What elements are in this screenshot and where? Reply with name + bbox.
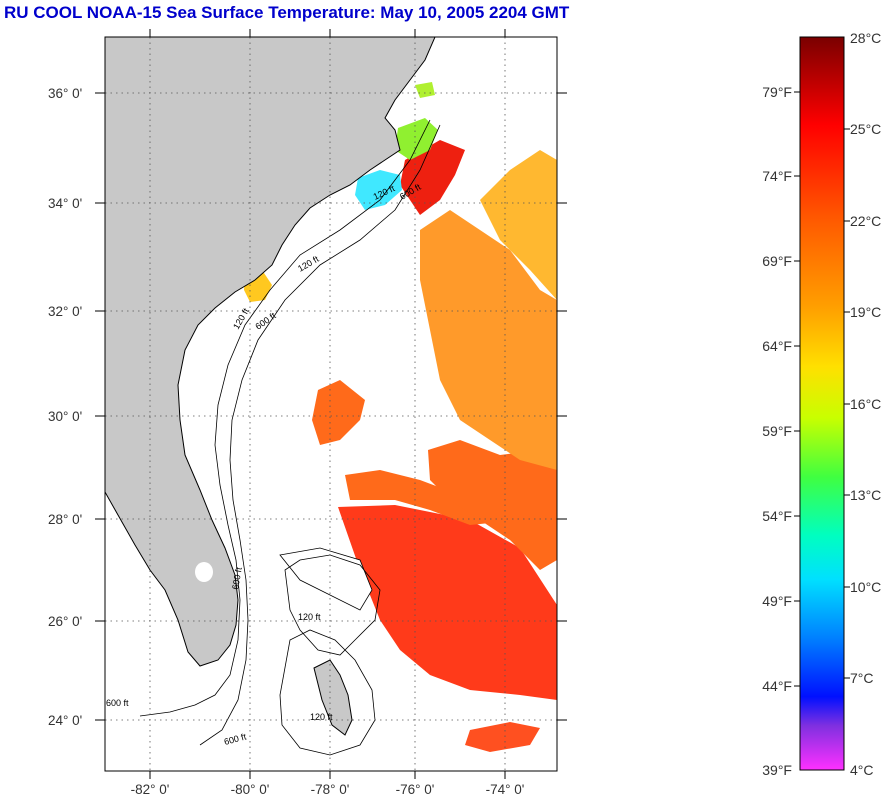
lat-label: 36° 0' — [48, 86, 82, 101]
fahrenheit-label: 74°F — [762, 168, 792, 184]
axis-ticks — [95, 29, 567, 779]
celsius-label: 25°C — [850, 121, 881, 137]
longitude-labels: -82° 0' -80° 0' -78° 0' -76° 0' -74° 0' — [131, 782, 525, 797]
lat-label: 28° 0' — [48, 512, 82, 527]
map-border — [104, 36, 558, 772]
sst-patch-mid-blob — [312, 380, 365, 445]
colorbar-ticks — [794, 91, 850, 687]
celsius-label: 16°C — [850, 396, 881, 412]
sst-patch-green-top — [415, 82, 435, 98]
contour-120ft — [139, 119, 431, 717]
lon-label: -76° 0' — [396, 782, 435, 797]
lat-label: 32° 0' — [48, 304, 82, 319]
sst-patch-south-strip — [465, 722, 540, 752]
lat-label: 30° 0' — [48, 409, 82, 424]
celsius-label: 28°C — [850, 30, 881, 46]
sst-patch-offshore-orange — [420, 210, 557, 470]
map-title: RU COOL NOAA-15 Sea Surface Temperature:… — [4, 3, 570, 22]
lon-label: -82° 0' — [131, 782, 170, 797]
celsius-label: 4°C — [850, 762, 874, 778]
lat-lon-grid — [105, 37, 557, 771]
lat-label: 34° 0' — [48, 196, 82, 211]
contour-600ft — [199, 124, 441, 746]
fahrenheit-label: 44°F — [762, 678, 792, 694]
andros-island — [313, 659, 353, 736]
contour-label: 120 ft — [298, 612, 321, 622]
sst-patch-green-sounds — [395, 118, 438, 160]
sst-patch-offshore-yellow — [480, 150, 557, 300]
celsius-label: 10°C — [850, 579, 881, 595]
lat-label: 26° 0' — [48, 614, 82, 629]
fahrenheit-label: 59°F — [762, 423, 792, 439]
grand-bahama — [279, 547, 373, 611]
colorbar — [799, 36, 845, 771]
colorbar-celsius-labels: 28°C 25°C 22°C 19°C 16°C 13°C 10°C 7°C 4… — [850, 30, 881, 778]
florida-mainland — [105, 37, 436, 667]
contour-label: 120 ft — [310, 712, 333, 722]
sst-patch-bahamas-warm — [338, 505, 557, 700]
fahrenheit-label: 64°F — [762, 338, 792, 354]
bathymetry-contours — [139, 119, 441, 756]
fahrenheit-label: 49°F — [762, 593, 792, 609]
lake-okeechobee — [195, 562, 213, 582]
contour-label: 600 ft — [230, 566, 244, 590]
celsius-label: 13°C — [850, 487, 881, 503]
lon-label: -74° 0' — [486, 782, 525, 797]
contour-bahamas — [284, 554, 381, 656]
celsius-label: 7°C — [850, 670, 874, 686]
contour-label: 600 ft — [106, 698, 129, 708]
lat-label: 24° 0' — [48, 713, 82, 728]
fahrenheit-label: 39°F — [762, 762, 792, 778]
land-layer — [105, 37, 436, 736]
sst-patch-central — [428, 440, 557, 570]
fahrenheit-label: 54°F — [762, 508, 792, 524]
fahrenheit-label: 69°F — [762, 253, 792, 269]
latitude-labels: 36° 0' 34° 0' 32° 0' 30° 0' 28° 0' 26° 0… — [48, 86, 82, 728]
fahrenheit-label: 79°F — [762, 84, 792, 100]
colorbar-fahrenheit-labels: 79°F 74°F 69°F 64°F 59°F 54°F 49°F 44°F … — [762, 84, 792, 778]
sst-data-layer — [244, 82, 557, 752]
sst-patch-gulfstream-red — [400, 140, 465, 215]
lon-label: -80° 0' — [231, 782, 270, 797]
sst-patch-cyan-coast — [355, 170, 402, 210]
celsius-label: 22°C — [850, 213, 881, 229]
celsius-label: 19°C — [850, 304, 881, 320]
lon-label: -78° 0' — [311, 782, 350, 797]
